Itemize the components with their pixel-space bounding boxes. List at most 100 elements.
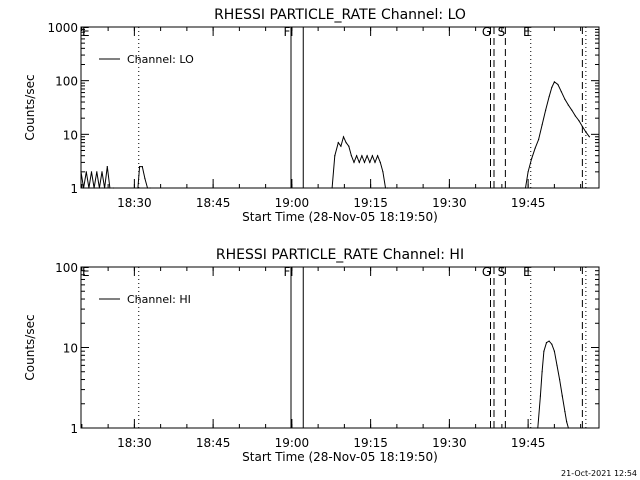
data-point	[585, 131, 587, 133]
data-point	[564, 411, 566, 413]
data-point	[564, 98, 566, 100]
corner-label: E	[82, 265, 90, 279]
x-tick-label: 19:15	[353, 196, 388, 210]
data-point	[345, 142, 347, 144]
data-point	[96, 171, 98, 173]
data-point	[342, 136, 345, 138]
data-point	[541, 371, 543, 373]
data-point	[348, 145, 350, 147]
data-point	[141, 166, 143, 168]
data-point	[551, 86, 553, 88]
data-point	[567, 104, 570, 106]
data-point	[144, 177, 146, 180]
x-tick-label: 18:45	[196, 196, 231, 210]
data-point	[538, 138, 540, 141]
y-axis-label: Counts/sec	[23, 314, 37, 380]
event-label: G	[482, 265, 491, 279]
series-line	[537, 340, 569, 429]
data-point	[88, 187, 90, 189]
data-point	[386, 187, 388, 189]
data-point	[109, 187, 111, 189]
data-point	[371, 155, 373, 157]
data-point	[578, 120, 580, 122]
data-point	[366, 155, 368, 157]
data-point	[560, 91, 563, 93]
data-point	[567, 427, 570, 429]
data-point	[353, 161, 355, 163]
event-label: E	[523, 25, 531, 39]
x-tick-label: 19:30	[432, 196, 467, 210]
data-point	[350, 155, 352, 157]
data-point	[527, 171, 529, 173]
x-axis-label: Start Time (28-Nov-05 18:19:50)	[242, 210, 438, 224]
data-point	[553, 81, 556, 83]
x-axis-label: Start Time (28-Nov-05 18:19:50)	[242, 450, 438, 464]
data-point	[571, 109, 573, 111]
data-point	[337, 142, 339, 144]
y-axis-label: Counts/sec	[23, 74, 37, 140]
plot-frame	[80, 266, 600, 429]
data-point	[551, 343, 553, 345]
x-tick-label: 18:30	[117, 436, 152, 450]
legend-entry: Channel: HI	[127, 293, 191, 306]
panel-hi: RHESSI PARTICLE_RATE Channel: HI 1 10 100 18…	[23, 247, 600, 464]
x-tick-label: 19:45	[511, 196, 546, 210]
data-point	[363, 161, 366, 163]
data-point	[534, 147, 536, 149]
data-point	[85, 171, 87, 173]
x-tick-label: 19:30	[432, 436, 467, 450]
event-label: F	[284, 25, 291, 39]
y-tick-label: 10	[63, 342, 78, 356]
data-point	[93, 187, 95, 189]
data-point	[90, 171, 93, 173]
legend-entry: Channel: LO	[127, 53, 194, 66]
y-tick-label: 1	[70, 182, 78, 196]
data-point	[374, 161, 376, 163]
data-point	[557, 83, 559, 86]
y-tick-label: 10	[63, 128, 78, 142]
data-point	[358, 161, 360, 163]
chart-title: RHESSI PARTICLE_RATE Channel: HI	[216, 247, 464, 263]
data-point	[531, 158, 533, 160]
data-point	[524, 187, 527, 189]
data-point	[548, 340, 550, 342]
data-point	[98, 187, 100, 189]
data-point	[356, 155, 358, 157]
y-tick-label: 1000	[47, 21, 78, 35]
data-point	[361, 155, 363, 157]
data-point	[369, 161, 371, 163]
data-point	[149, 187, 151, 189]
data-point	[581, 125, 584, 128]
data-point	[545, 109, 547, 111]
data-point	[106, 166, 108, 168]
data-point	[104, 187, 106, 189]
event-label: F	[284, 265, 291, 279]
plot-frame	[80, 26, 600, 189]
data-point	[331, 187, 333, 189]
data-point	[559, 378, 561, 381]
data-point	[556, 364, 558, 366]
panel-lo: RHESSI PARTICLE_RATE Channel: LO 1 10 100 10…	[23, 7, 600, 224]
series-line	[80, 81, 590, 189]
data-point	[379, 161, 381, 163]
chart-title: RHESSI PARTICLE_RATE Channel: LO	[214, 7, 466, 23]
data-point	[83, 187, 85, 189]
event-label: S	[498, 25, 506, 39]
data-point	[588, 136, 591, 138]
data-point	[561, 395, 563, 397]
data-point	[112, 187, 114, 189]
data-point	[574, 115, 577, 117]
y-tick-label: 100	[55, 261, 78, 275]
data-point	[139, 166, 141, 168]
data-point	[539, 395, 542, 397]
data-point	[101, 171, 103, 173]
data-point	[334, 155, 336, 157]
data-point	[541, 124, 543, 126]
x-tick-label: 19:45	[511, 436, 546, 450]
data-point	[340, 145, 342, 147]
timestamp: 21-Oct-2021 12:54	[561, 469, 637, 478]
x-tick-label: 19:15	[353, 436, 388, 450]
x-tick-label: 19:00	[275, 196, 310, 210]
data-point	[80, 171, 82, 173]
